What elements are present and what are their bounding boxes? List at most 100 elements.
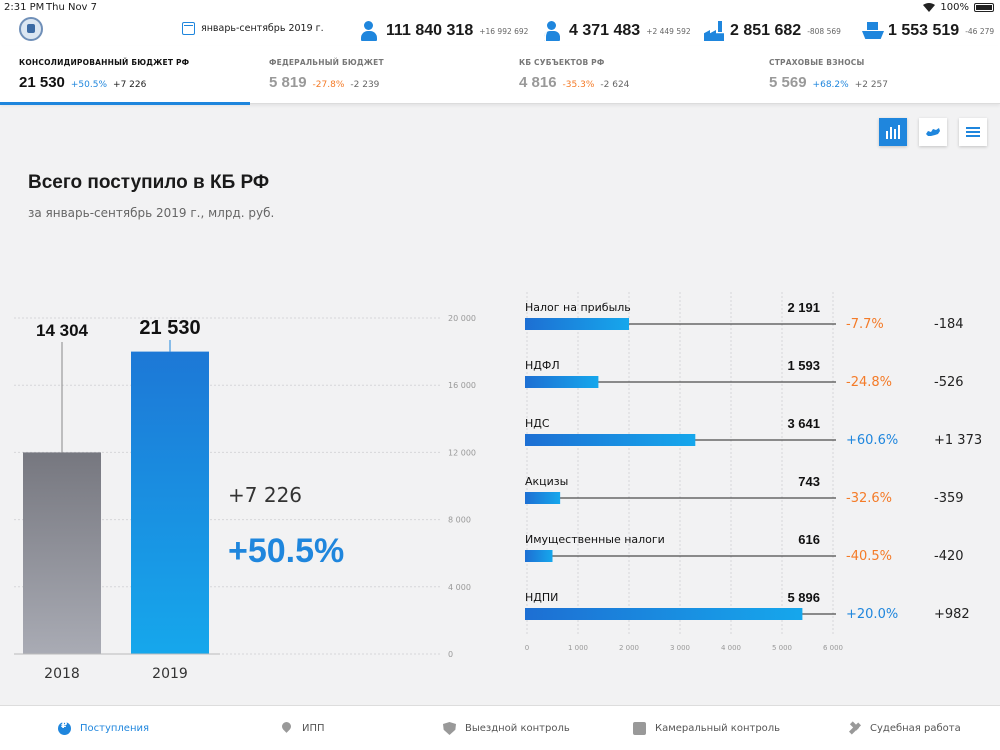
tab-name: КОНСОЛИДИРОВАННЫЙ БЮДЖЕТ РФ xyxy=(19,58,190,67)
stat-delta: +16 992 692 xyxy=(479,26,529,36)
battery-icon xyxy=(974,3,994,12)
pct-label: -40.5% xyxy=(846,549,892,564)
stat-delta: +2 449 592 xyxy=(646,26,691,36)
delta-label: +982 xyxy=(934,607,970,622)
bar-value-label: 3 641 xyxy=(787,416,820,431)
period-selector[interactable]: январь-сентябрь 2019 г. xyxy=(182,22,324,35)
tab-pct: +50.5% xyxy=(70,80,108,90)
nav-label: Поступления xyxy=(80,723,150,734)
bar-value-label: 2 191 xyxy=(787,300,820,315)
stat-value: 111 840 318 xyxy=(386,22,474,39)
tab-delta: -2 239 xyxy=(350,80,380,90)
stats-header: январь-сентябрь 2019 г. 111 840 318 +16 … xyxy=(0,16,1000,46)
stat-delta: -46 279 xyxy=(965,26,995,36)
stat-value: 2 851 682 xyxy=(730,22,802,39)
nav-ipp[interactable]: ИПП xyxy=(280,722,325,735)
wifi-icon xyxy=(923,3,936,12)
businessman-icon xyxy=(543,21,561,41)
tab-value: 21 530 xyxy=(19,74,65,91)
period-label: январь-сентябрь 2019 г. xyxy=(201,23,324,34)
bar-value-label: 21 530 xyxy=(139,317,200,339)
category-label: НДПИ xyxy=(525,591,558,604)
nav-label: Выездной контроль xyxy=(465,723,570,734)
bar xyxy=(525,434,696,446)
category-label: Акцизы xyxy=(525,475,568,488)
tab-name: КБ СУБЪЕКТОВ РФ xyxy=(519,58,605,67)
tab-pct: -35.3% xyxy=(562,80,595,90)
view-chart-button[interactable] xyxy=(879,118,907,146)
nav-field-control[interactable]: Выездной контроль xyxy=(443,722,570,735)
nav-label: Камеральный контроль xyxy=(655,723,781,734)
bar-value-label: 743 xyxy=(798,474,820,489)
y-tick-label: 8 000 xyxy=(448,516,471,525)
category-label: Имущественные налоги xyxy=(525,533,665,546)
pct-annotation: +50.5% xyxy=(228,532,344,570)
pct-label: -7.7% xyxy=(846,317,884,332)
x-tick-label: 4 000 xyxy=(721,644,741,652)
tab-delta: +2 257 xyxy=(854,80,888,90)
status-time: 2:31 PM xyxy=(4,2,45,13)
tab-regional-budget[interactable]: КБ СУБЪЕКТОВ РФ 4 816 -35.3% -2 624 xyxy=(500,46,750,104)
total-revenue-bar-chart: 0 4 000 8 000 12 000 16 000 20 000 14 304 2018 2… xyxy=(14,314,476,682)
tab-federal-budget[interactable]: ФЕДЕРАЛЬНЫЙ БЮДЖЕТ 5 819 -27.8% -2 239 xyxy=(250,46,500,104)
tab-pct: -27.8% xyxy=(312,80,345,90)
factory-icon xyxy=(704,21,722,41)
tab-value: 5 569 xyxy=(769,74,807,91)
view-list-button[interactable] xyxy=(959,118,987,146)
page-subtitle: за январь-сентябрь 2019 г., млрд. руб. xyxy=(28,206,275,220)
budget-tabs: КОНСОЛИДИРОВАННЫЙ БЮДЖЕТ РФ 21 530 +50.5… xyxy=(0,46,1000,105)
clipboard-icon xyxy=(633,722,646,735)
bar-value-label: 14 304 xyxy=(36,321,89,340)
stat-delta: -808 569 xyxy=(807,26,841,36)
x-tick-label: 6 000 xyxy=(823,644,843,652)
view-map-button[interactable] xyxy=(919,118,947,146)
ship-icon xyxy=(862,21,880,41)
tab-consolidated-budget[interactable]: КОНСОЛИДИРОВАННЫЙ БЮДЖЕТ РФ 21 530 +50.5… xyxy=(0,46,250,105)
category-label: НДС xyxy=(525,417,550,430)
y-tick-label: 0 xyxy=(448,650,453,659)
bar xyxy=(23,452,101,654)
bar xyxy=(525,492,561,504)
pct-label: -24.8% xyxy=(846,375,892,390)
category-label: НДФЛ xyxy=(525,359,560,372)
stat-entrepreneurs[interactable]: 4 371 483 +2 449 592 xyxy=(543,16,691,46)
russia-map-icon xyxy=(926,128,940,136)
x-tick-label: 1 000 xyxy=(568,644,588,652)
stat-foreign[interactable]: 1 553 519 -46 279 xyxy=(862,16,994,46)
tab-delta: +7 226 xyxy=(113,80,147,90)
y-tick-label: 20 000 xyxy=(448,314,476,323)
stat-organizations[interactable]: 2 851 682 -808 569 xyxy=(704,16,841,46)
bottom-nav: Поступления ИПП Выездной контроль Камера… xyxy=(0,705,1000,750)
tax-breakdown-chart: 0 1 000 2 000 3 000 4 000 5 000 6 000 Налог на … xyxy=(525,292,982,652)
stat-value: 1 553 519 xyxy=(888,22,960,39)
nav-revenue[interactable]: Поступления xyxy=(58,721,150,735)
list-icon xyxy=(966,127,980,137)
person-icon xyxy=(360,21,378,41)
x-tick-label: 2 000 xyxy=(619,644,639,652)
nav-label: ИПП xyxy=(302,723,325,734)
bar xyxy=(525,608,803,620)
category-label: Налог на прибыль xyxy=(525,301,631,314)
bar xyxy=(131,351,209,654)
x-tick-label: 2018 xyxy=(44,666,80,682)
shield-icon xyxy=(443,722,456,735)
tab-insurance-contributions[interactable]: СТРАХОВЫЕ ВЗНОСЫ 5 569 +68.2% +2 257 xyxy=(750,46,1000,104)
pct-label: +60.6% xyxy=(846,433,898,448)
nav-court-work[interactable]: Судебная работа xyxy=(848,722,961,735)
bar xyxy=(525,376,599,388)
nav-label: Судебная работа xyxy=(870,723,961,734)
tab-delta: -2 624 xyxy=(600,80,630,90)
x-tick-label: 0 xyxy=(525,644,529,652)
y-tick-label: 12 000 xyxy=(448,448,476,457)
bar xyxy=(525,550,553,562)
delta-label: -184 xyxy=(934,317,964,332)
pin-icon xyxy=(280,722,293,735)
calendar-icon xyxy=(182,22,195,35)
nav-desk-control[interactable]: Камеральный контроль xyxy=(633,722,780,735)
delta-label: +1 373 xyxy=(934,433,982,448)
bar-value-label: 1 593 xyxy=(787,358,820,373)
x-tick-label: 3 000 xyxy=(670,644,690,652)
pct-label: +20.0% xyxy=(846,607,898,622)
stat-individuals[interactable]: 111 840 318 +16 992 692 xyxy=(360,16,528,46)
page-title: Всего поступило в КБ РФ xyxy=(28,172,270,193)
